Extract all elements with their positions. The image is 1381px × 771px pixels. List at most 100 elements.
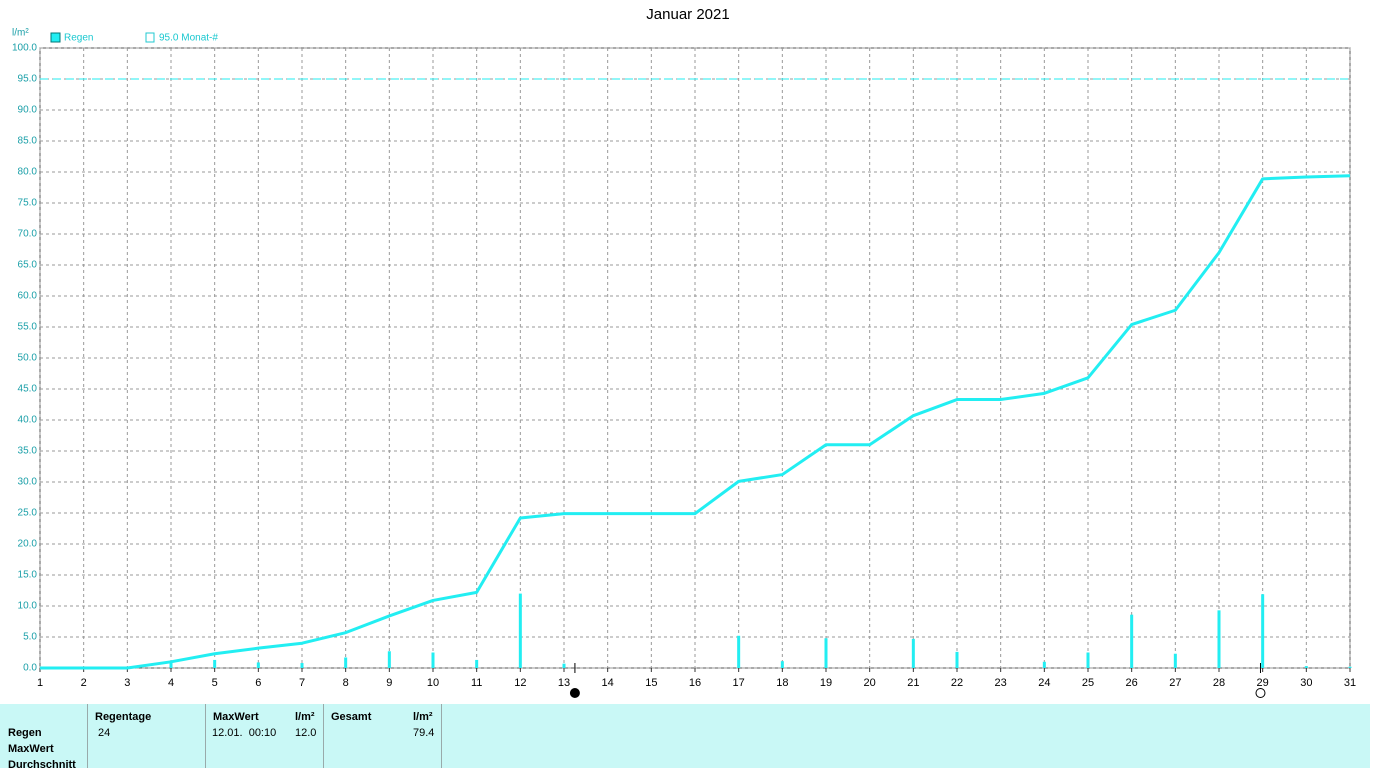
x-tick-label: 15 <box>645 677 657 689</box>
y-tick-label: 30.0 <box>18 477 38 488</box>
y-tick-label: 55.0 <box>18 322 38 333</box>
table-value: 24 <box>98 727 111 739</box>
bar <box>911 638 915 668</box>
moon-symbol <box>1255 688 1266 698</box>
bar <box>169 661 173 668</box>
bar <box>1261 594 1265 668</box>
x-tick-label: 19 <box>820 677 832 689</box>
y-tick-label: 60.0 <box>18 291 38 302</box>
x-tick-label: 24 <box>1038 677 1050 689</box>
bar <box>562 663 566 668</box>
x-tick-label: 7 <box>299 677 305 689</box>
row-label: Durchschnitt <box>8 759 76 771</box>
x-tick-label: 11 <box>471 677 482 689</box>
legend-label: 95.0 Monat-# <box>159 33 218 44</box>
bar <box>300 663 304 668</box>
x-tick-label: 29 <box>1257 677 1269 689</box>
y-tick-label: 80.0 <box>18 167 38 178</box>
x-tick-label: 9 <box>386 677 392 689</box>
y-tick-label: 50.0 <box>18 353 38 364</box>
x-tick-label: 20 <box>864 677 876 689</box>
x-tick-label: 16 <box>689 677 701 689</box>
bar <box>1173 653 1177 668</box>
x-tick-label: 3 <box>124 677 130 689</box>
bar <box>1130 614 1134 668</box>
x-tick-label: 22 <box>951 677 963 689</box>
x-tick-label: 25 <box>1082 677 1094 689</box>
x-tick-label: 6 <box>255 677 261 689</box>
table-value: 12.01. 00:10 <box>212 727 277 739</box>
x-tick-label: 23 <box>995 677 1007 689</box>
legend-label: Regen <box>64 33 93 44</box>
chart: Januar 2021 l/m² Regen 95.0 Monat-# 0.0 5… <box>12 6 1356 698</box>
y-tick-label: 5.0 <box>23 632 37 643</box>
legend-swatch <box>50 32 61 43</box>
y-tick-label: 40.0 <box>18 415 38 426</box>
y-tick-label: 100.0 <box>12 43 37 54</box>
row-label: Regen <box>8 727 42 739</box>
x-tick-label: 8 <box>343 677 349 689</box>
bar <box>1042 661 1046 668</box>
column-separator <box>87 704 88 768</box>
moon-symbol <box>569 688 580 698</box>
bar <box>213 659 217 668</box>
bar <box>387 651 391 668</box>
x-tick-label: 1 <box>37 677 43 689</box>
y-tick-label: 10.0 <box>18 601 38 612</box>
x-tick-label: 18 <box>776 677 788 689</box>
column-separator <box>441 704 442 768</box>
bar <box>780 661 784 668</box>
column-separator <box>205 704 206 768</box>
x-tick-label: 21 <box>907 677 919 689</box>
bar <box>1217 610 1221 668</box>
y-tick-label: 90.0 <box>18 105 38 116</box>
y-tick-label: 35.0 <box>18 446 38 457</box>
column-header: MaxWert <box>213 711 259 723</box>
bar <box>344 657 348 668</box>
x-tick-label: 28 <box>1213 677 1225 689</box>
y-axis-label: l/m² <box>12 28 29 39</box>
y-tick-label: 65.0 <box>18 260 38 271</box>
x-tick-label: 10 <box>427 677 439 689</box>
x-tick-label: 13 <box>558 677 570 689</box>
y-tick-label: 85.0 <box>18 136 38 147</box>
y-tick-label: 95.0 <box>18 74 38 85</box>
line <box>40 174 1351 670</box>
y-tick-label: 20.0 <box>18 539 38 550</box>
summary-table: Regen MaxWert Durchschnitt Regentage Max… <box>0 704 1370 771</box>
y-tick-label: 15.0 <box>18 570 38 581</box>
x-tick-label: 26 <box>1126 677 1138 689</box>
x-tick-label: 27 <box>1169 677 1181 689</box>
x-tick-label: 30 <box>1300 677 1312 689</box>
column-header: Gesamt <box>331 711 372 723</box>
x-tick-label: 2 <box>81 677 87 689</box>
y-tick-label: 70.0 <box>18 229 38 240</box>
y-tick-label: 25.0 <box>18 508 38 519</box>
bar <box>737 635 741 668</box>
column-header: l/m² <box>295 711 315 723</box>
x-tick-label: 12 <box>514 677 526 689</box>
y-tick-label: 75.0 <box>18 198 38 209</box>
x-tick-label: 31 <box>1344 677 1356 689</box>
bar <box>431 652 435 668</box>
column-separator <box>323 704 324 768</box>
x-tick-label: 17 <box>733 677 745 689</box>
bar <box>518 593 522 668</box>
column-header: Regentage <box>95 711 152 723</box>
bar <box>1348 666 1352 668</box>
bar <box>1086 652 1090 668</box>
x-tick-label: 14 <box>602 677 614 689</box>
column-header: l/m² <box>413 711 433 723</box>
y-tick-label: 0.0 <box>23 663 37 674</box>
chart-title: Januar 2021 <box>646 6 729 23</box>
legend-swatch <box>145 32 155 43</box>
y-tick-label: 45.0 <box>18 384 38 395</box>
bar <box>824 638 828 668</box>
table-value: 12.0 <box>295 727 317 739</box>
row-label: MaxWert <box>8 743 54 755</box>
x-tick-label: 4 <box>168 677 174 689</box>
bar <box>1304 666 1308 668</box>
bar <box>955 651 959 668</box>
table-value: 79.4 <box>413 727 435 739</box>
